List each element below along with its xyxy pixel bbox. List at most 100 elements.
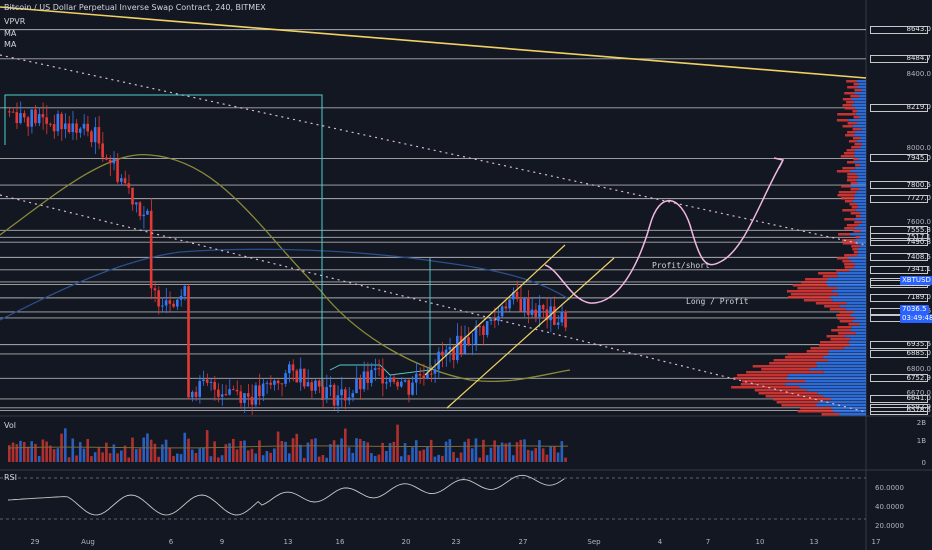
vpvr-bar bbox=[853, 83, 859, 86]
volume-bar bbox=[224, 444, 228, 462]
volume-bar bbox=[273, 448, 276, 462]
volume-bar bbox=[508, 442, 511, 462]
volume-bar bbox=[209, 456, 213, 462]
candle-body bbox=[183, 286, 187, 296]
volume-bar bbox=[190, 449, 194, 462]
vpvr-bar bbox=[846, 302, 866, 305]
volume-axis-1b: 1B bbox=[916, 437, 926, 445]
vpvr-bar bbox=[859, 116, 866, 119]
vpvr-bar bbox=[848, 341, 866, 344]
candle-body bbox=[168, 300, 172, 304]
vpvr-bar bbox=[828, 353, 866, 356]
profit-short-annotation[interactable]: Profit/short bbox=[652, 261, 710, 270]
vpvr-bar bbox=[805, 380, 866, 383]
volume-bar bbox=[34, 443, 37, 462]
candle-body bbox=[172, 303, 175, 307]
candle-body bbox=[60, 113, 63, 130]
vpvr-bar bbox=[855, 131, 866, 134]
time-label: 20 bbox=[401, 538, 411, 546]
candle-body bbox=[202, 379, 205, 382]
vpvr-bar bbox=[800, 407, 832, 410]
volume-bar bbox=[358, 438, 362, 462]
volume-bar bbox=[93, 452, 97, 462]
vpvr-bar bbox=[815, 404, 866, 407]
volume-bar bbox=[545, 454, 549, 462]
candle-body bbox=[344, 389, 347, 401]
volume-bar bbox=[366, 442, 369, 462]
indicator-ma-2[interactable]: MA bbox=[4, 40, 17, 49]
rsi-line bbox=[7, 474, 565, 516]
vpvr-bar bbox=[731, 386, 800, 389]
price-label: 7600.0 bbox=[906, 217, 932, 226]
indicator-ma-1[interactable]: MA bbox=[4, 29, 17, 38]
price-label-box bbox=[870, 394, 928, 403]
vpvr-bar bbox=[827, 359, 866, 362]
volume-bar bbox=[153, 443, 157, 462]
vpvr-bar bbox=[787, 353, 829, 356]
vpvr-bar bbox=[853, 230, 861, 233]
vpvr-bar bbox=[846, 179, 857, 182]
volume-bar bbox=[355, 438, 358, 462]
vpvr-bar bbox=[849, 344, 866, 347]
vpvr-bar bbox=[852, 248, 858, 251]
price-label: 8643.0 bbox=[906, 25, 932, 34]
vpvr-bar bbox=[846, 80, 857, 83]
vpvr-bar bbox=[860, 212, 866, 215]
vpvr-bar bbox=[860, 230, 866, 233]
candle-body bbox=[351, 393, 355, 398]
volume-bar bbox=[538, 440, 541, 462]
volume-bar bbox=[280, 440, 284, 462]
candle-body bbox=[67, 123, 71, 133]
candle-body bbox=[340, 389, 343, 396]
price-label-box bbox=[870, 194, 928, 203]
price-label: 6670.0 bbox=[906, 389, 932, 398]
volume-bar bbox=[493, 440, 496, 462]
vpvr-bar bbox=[849, 170, 866, 173]
vpvr-bar bbox=[837, 326, 852, 329]
volume-bar bbox=[526, 449, 530, 462]
price-label-box bbox=[870, 181, 928, 190]
vpvr-bar bbox=[838, 191, 857, 194]
vpvr-bar bbox=[788, 374, 866, 377]
symbol-title[interactable]: Bitcoin / US Dollar Perpetual Inverse Sw… bbox=[4, 3, 266, 12]
dotted-trendline-upper bbox=[0, 54, 867, 246]
vpvr-bar bbox=[844, 107, 856, 110]
vpvr-bar bbox=[854, 89, 862, 92]
candle-body bbox=[273, 380, 276, 385]
volume-bar bbox=[463, 441, 467, 462]
vpvr-bar bbox=[852, 110, 858, 113]
volume-bar bbox=[187, 438, 190, 462]
candle-body bbox=[467, 337, 470, 345]
price-label: 7945.0 bbox=[906, 153, 932, 162]
vpvr-bar bbox=[824, 305, 840, 308]
volume-axis-0: 0 bbox=[921, 459, 926, 467]
vpvr-bar bbox=[851, 98, 866, 101]
price-label: 8219.0 bbox=[906, 103, 932, 112]
candle-body bbox=[52, 124, 56, 132]
candle-body bbox=[157, 290, 160, 307]
vpvr-bar bbox=[797, 287, 838, 290]
candle-body bbox=[123, 178, 127, 184]
volume-bar bbox=[183, 432, 187, 462]
price-label-box bbox=[870, 54, 928, 63]
candle-body bbox=[213, 381, 216, 390]
indicator-vpvr[interactable]: VPVR bbox=[4, 17, 26, 26]
cyan-range-line bbox=[329, 258, 431, 376]
candle-body bbox=[545, 309, 549, 321]
price-label: 6935.6 bbox=[906, 340, 932, 349]
vpvr-bar bbox=[830, 398, 866, 401]
vpvr-bar bbox=[797, 410, 834, 413]
rsi-pane-label[interactable]: RSI bbox=[4, 473, 17, 482]
volume-bar bbox=[467, 438, 470, 462]
candle-body bbox=[400, 381, 403, 387]
volume-pane-label[interactable]: Vol bbox=[4, 421, 16, 430]
long-profit-annotation[interactable]: Long / Profit bbox=[686, 297, 749, 306]
vpvr-bar bbox=[844, 263, 855, 266]
vpvr-bar bbox=[819, 341, 849, 344]
vpvr-bar bbox=[855, 215, 861, 218]
volume-bar bbox=[470, 448, 474, 462]
vpvr-bar bbox=[853, 158, 859, 161]
candle-body bbox=[347, 397, 351, 401]
vpvr-bar bbox=[852, 128, 862, 131]
